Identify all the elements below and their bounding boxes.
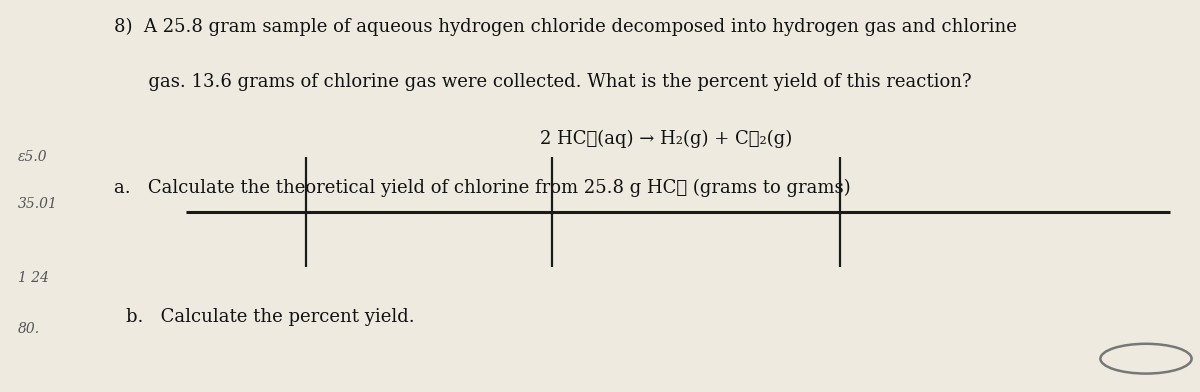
Text: 1 24: 1 24 (18, 271, 49, 285)
Text: a.   Calculate the theoretical yield of chlorine from 25.8 g HCℓ (grams to grams: a. Calculate the theoretical yield of ch… (114, 178, 851, 197)
Text: 35.01: 35.01 (18, 197, 58, 211)
Text: 2 HCℓ(aq) → H₂(g) + Cℓ₂(g): 2 HCℓ(aq) → H₂(g) + Cℓ₂(g) (540, 129, 792, 148)
Text: ε5.0: ε5.0 (18, 150, 48, 164)
Text: b.   Calculate the percent yield.: b. Calculate the percent yield. (126, 308, 415, 326)
Text: 8)  A 25.8 gram sample of aqueous hydrogen chloride decomposed into hydrogen gas: 8) A 25.8 gram sample of aqueous hydroge… (114, 18, 1016, 36)
Text: 80.: 80. (18, 322, 40, 336)
Text: gas. 13.6 grams of chlorine gas were collected. What is the percent yield of thi: gas. 13.6 grams of chlorine gas were col… (114, 73, 972, 91)
